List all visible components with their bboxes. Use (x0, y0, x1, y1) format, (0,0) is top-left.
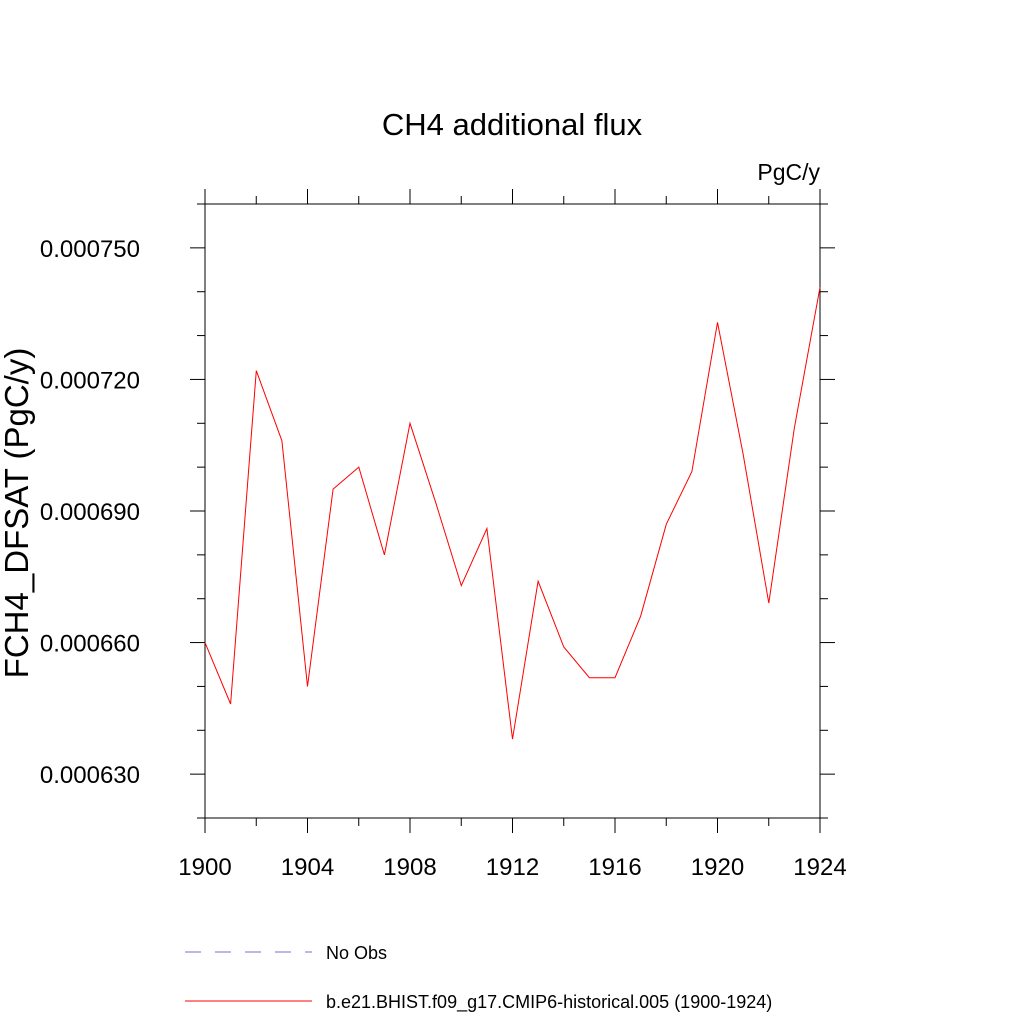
x-tick-label: 1900 (178, 854, 231, 881)
x-tick-label: 1916 (588, 854, 641, 881)
plot-area (204, 287, 821, 740)
x-tick-label: 1924 (793, 854, 846, 881)
legend-label-1: b.e21.BHIST.f09_g17.CMIP6-historical.005… (326, 992, 772, 1013)
x-tick-label: 1904 (281, 854, 334, 881)
plot-frame (204, 203, 821, 819)
y-tick-label: 0.000690 (40, 499, 140, 526)
x-tick-label: 1912 (486, 854, 539, 881)
x-tick-label: 1920 (691, 854, 744, 881)
x-tick-label: 1908 (383, 854, 436, 881)
y-tick-label: 0.000720 (40, 367, 140, 394)
y-axis-label: FCH4_DFSAT (PgC/y) (0, 348, 35, 679)
y-tick-label: 0.000630 (40, 762, 140, 789)
chart-units: PgC/y (757, 159, 820, 185)
legend-label-0: No Obs (326, 943, 387, 963)
series-line-0 (204, 287, 821, 740)
axes: 0.000630 0.000660 0.000690 0.000720 0.000750… (40, 189, 847, 881)
legend: No Obs b.e21.BHIST.f09_g17.CMIP6-historic… (185, 943, 772, 1013)
y-tick-label: 0.000750 (40, 236, 140, 263)
chart-title: CH4 additional flux (382, 107, 643, 142)
y-tick-label: 0.000660 (40, 631, 140, 658)
